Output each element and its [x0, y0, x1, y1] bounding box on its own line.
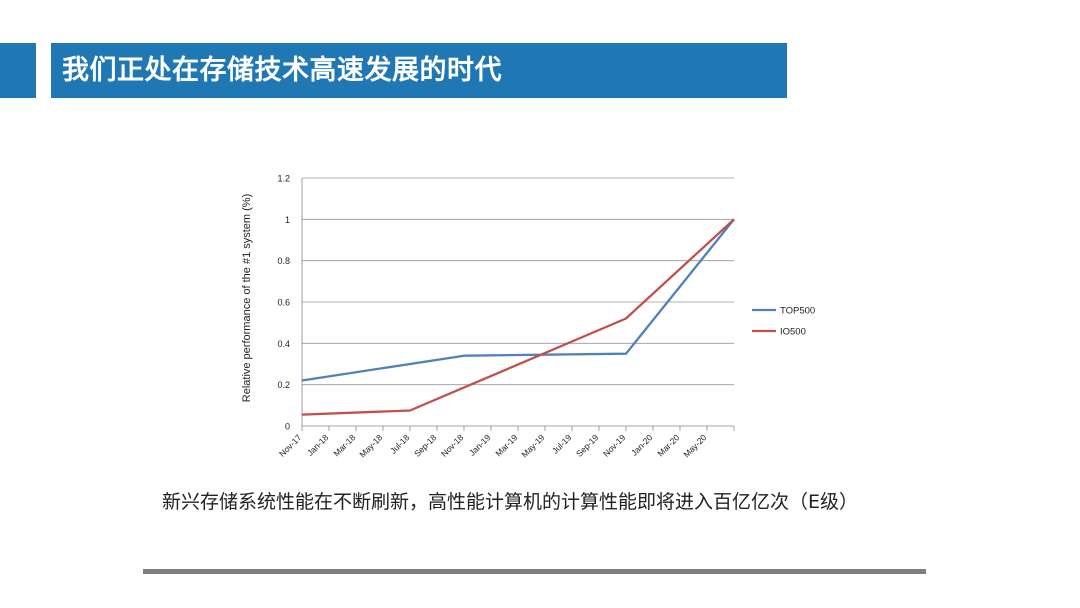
x-axis: Nov-17 Jan-18 Mar-18 May-18 Jul-18 Sep-18 Nov-… [277, 426, 735, 459]
y-axis-label: Relative performance of the #1 system (%… [241, 194, 253, 402]
x-tick-label: Jan-20 [629, 432, 655, 458]
x-tick-label: Nov-19 [601, 432, 628, 459]
y-tick-label: 0.2 [277, 380, 290, 390]
bottom-divider [143, 569, 926, 574]
legend-label: IO500 [780, 327, 806, 338]
x-tick-label: Sep-19 [574, 432, 601, 459]
y-tick-label: 0 [285, 422, 290, 432]
y-tick-label: 0.4 [277, 339, 290, 349]
series-line-io500 [301, 218, 735, 416]
chart-gridlines [301, 177, 734, 427]
x-tick-label: Sep-18 [412, 432, 439, 459]
y-tick-label: 0.8 [277, 256, 290, 266]
series-line-top500 [301, 218, 735, 382]
chart-series [301, 218, 735, 416]
legend-label: TOP500 [780, 306, 815, 317]
x-tick-label: Nov-17 [277, 432, 304, 459]
x-tick-label: May-19 [519, 432, 546, 459]
line-chart: 00.20.40.60.811.2 Nov-17 Jan-18 Mar-18 May-… [241, 174, 815, 460]
x-tick-label: Mar-19 [493, 432, 519, 458]
header-accent-bar [0, 43, 36, 98]
y-axis-ticks: 0 0.2 0.4 0.6 0.8 1 1.2 [277, 174, 290, 432]
y-tick-label: 1 [285, 215, 290, 225]
x-tick-label: May-18 [357, 432, 384, 459]
x-tick-label: Mar-20 [655, 432, 681, 458]
caption-text: 新兴存储系统性能在不断刷新，高性能计算机的计算性能即将进入百亿亿次（E级） [162, 491, 859, 513]
x-tick-label: Jul-19 [550, 432, 574, 456]
x-tick-label: Mar-18 [331, 432, 357, 458]
x-tick-label: Jan-18 [305, 432, 331, 458]
title-band [51, 43, 787, 98]
chart-legend: TOP500 IO500 [752, 306, 815, 338]
y-tick-label: 0.6 [277, 298, 290, 308]
y-tick-label: 1.2 [277, 174, 290, 184]
x-tick-label: Jan-19 [467, 432, 493, 458]
x-tick-label: May-20 [681, 432, 708, 459]
x-tick-label: Jul-18 [388, 432, 412, 456]
x-tick-label: Nov-18 [439, 432, 466, 459]
page-title: 我们正处在存储技术高速发展的时代 [62, 55, 502, 86]
